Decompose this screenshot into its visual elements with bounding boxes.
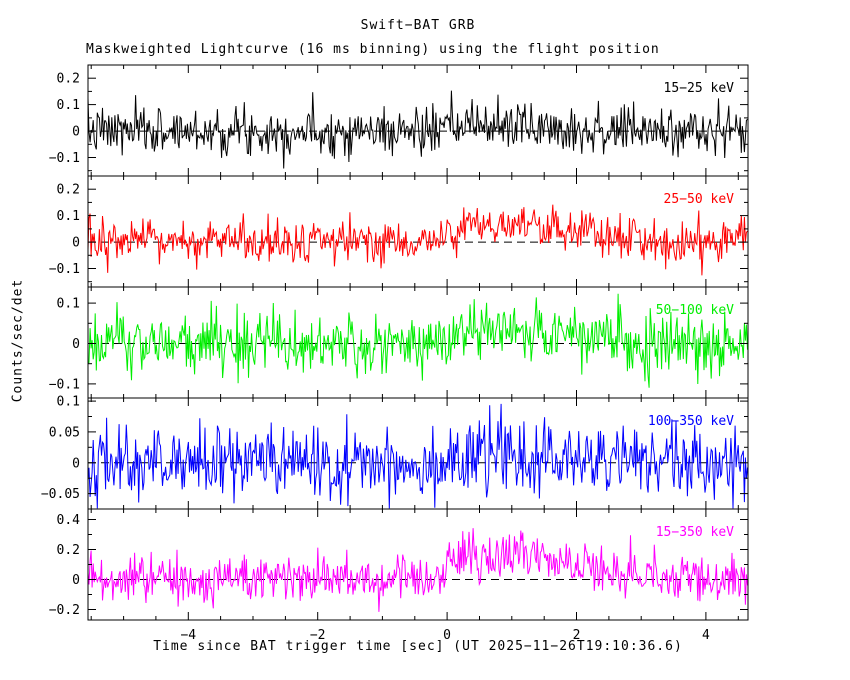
y-tick-label: −0.1 bbox=[49, 262, 80, 277]
lightcurve-series bbox=[87, 204, 748, 276]
energy-band-label: 15−25 keV bbox=[664, 81, 735, 96]
y-tick-label: −0.05 bbox=[41, 487, 80, 502]
x-tick-label: −2 bbox=[310, 628, 326, 643]
y-axis-label: Counts/sec/det bbox=[10, 278, 26, 403]
y-tick-label: 0 bbox=[72, 573, 80, 588]
y-tick-label: 0.1 bbox=[57, 297, 80, 312]
y-tick-label: 0 bbox=[72, 456, 80, 471]
lightcurve-series bbox=[87, 403, 748, 509]
energy-band-label: 25−50 keV bbox=[664, 192, 735, 207]
y-tick-label: 0 bbox=[72, 125, 80, 140]
panel-frame bbox=[87, 175, 749, 288]
x-tick-label: 0 bbox=[443, 628, 451, 643]
chart-title: Swift−BAT GRB bbox=[360, 18, 476, 33]
y-tick-label: 0 bbox=[72, 337, 80, 352]
y-tick-label: −0.1 bbox=[49, 151, 80, 166]
lightcurve-series bbox=[87, 90, 748, 169]
y-tick-label: −0.2 bbox=[49, 603, 80, 618]
energy-band-label: 50−100 keV bbox=[656, 303, 734, 318]
panel-1: −0.1 0 0.1 0.2 25−50 keV bbox=[49, 175, 749, 288]
y-tick-label: 0.2 bbox=[57, 183, 80, 198]
lightcurve-series bbox=[87, 293, 748, 388]
x-axis-label: Time since BAT trigger time [sec] (UT 20… bbox=[153, 639, 683, 654]
panel-2: −0.1 0 0.1 50−100 keV bbox=[49, 286, 749, 399]
y-tick-label: 0.1 bbox=[57, 395, 80, 410]
panel-4: −4 −2 0 2 4 −0.2 0 0.2 0.4 15−350 keV bbox=[49, 508, 749, 643]
y-tick-label: 0.4 bbox=[57, 513, 81, 528]
energy-band-label: 15−350 keV bbox=[656, 525, 734, 540]
y-tick-label: 0.05 bbox=[49, 425, 80, 440]
y-tick-label: 0.2 bbox=[57, 543, 80, 558]
lightcurve-series bbox=[87, 528, 748, 612]
y-tick-label: 0 bbox=[72, 236, 80, 251]
x-tick-label: 2 bbox=[573, 628, 581, 643]
chart-subtitle: Maskweighted Lightcurve (16 ms binning) … bbox=[86, 42, 660, 57]
y-tick-label: −0.1 bbox=[49, 377, 80, 392]
panel-3: −0.05 0 0.05 0.1 100−350 keV bbox=[41, 395, 749, 510]
x-tick-label: −4 bbox=[180, 628, 196, 643]
energy-band-label: 100−350 keV bbox=[648, 414, 734, 429]
y-tick-label: 0.2 bbox=[57, 72, 80, 87]
panel-0: −0.1 0 0.1 0.2 15−25 keV bbox=[49, 64, 749, 177]
y-tick-label: 0.1 bbox=[57, 98, 80, 113]
y-tick-label: 0.1 bbox=[57, 209, 80, 224]
x-tick-label: 4 bbox=[702, 628, 710, 643]
